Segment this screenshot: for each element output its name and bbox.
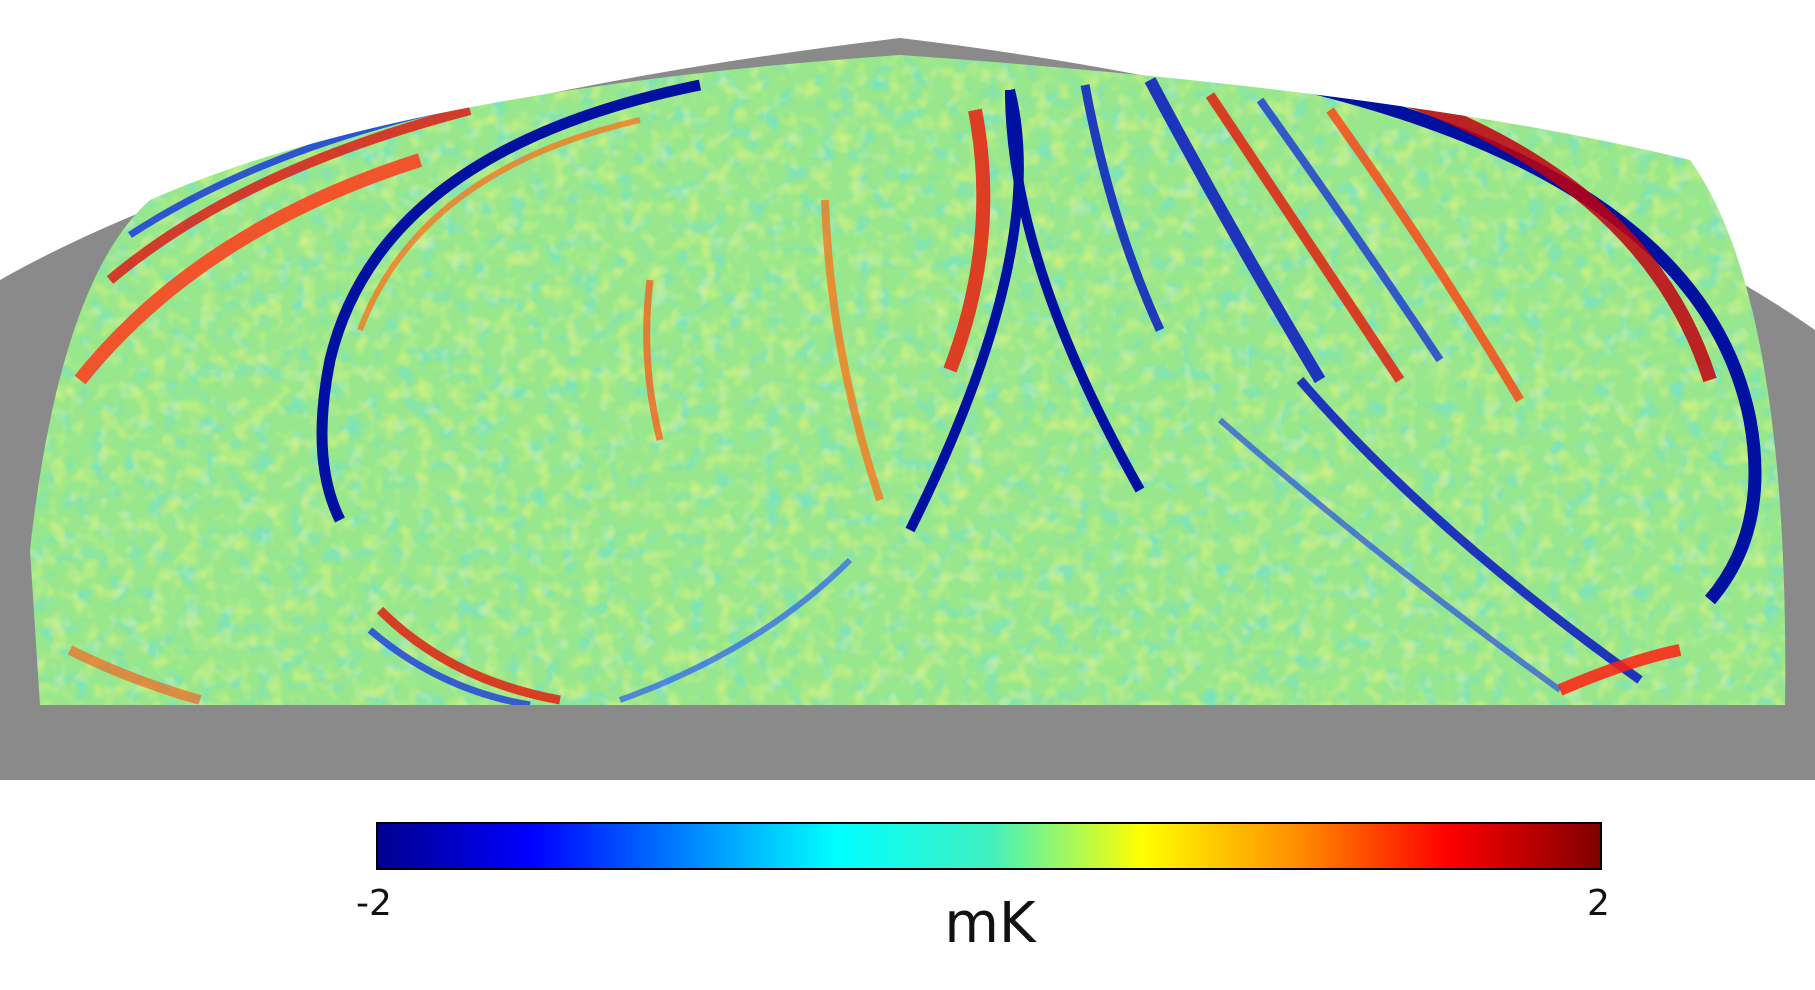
bottom-left-warm-patch bbox=[67, 645, 202, 705]
colorbar-unit-label: mK bbox=[944, 891, 1036, 956]
lower-center-arc bbox=[618, 557, 853, 703]
central-crossing-arc-right bbox=[1005, 89, 1145, 493]
right-stripe-warm-1 bbox=[1205, 92, 1405, 383]
middle-warm-stripe-2 bbox=[821, 199, 884, 502]
central-crossing-arc-left bbox=[905, 88, 1024, 533]
bottom-right-hotspot bbox=[1557, 644, 1682, 696]
lower-left-arc bbox=[376, 606, 561, 705]
left-warm-streak-2 bbox=[106, 105, 472, 284]
colorbar-min-label: -2 bbox=[356, 883, 392, 924]
lower-left-arc-cold bbox=[367, 627, 531, 705]
right-stripe-warm-2 bbox=[1326, 107, 1524, 403]
central-cold-stripe bbox=[1080, 84, 1165, 332]
left-great-circle-ring bbox=[316, 79, 702, 523]
observed-sky bbox=[30, 55, 1786, 705]
right-stripe-cold-3 bbox=[1296, 377, 1643, 684]
colorbar-max-label: 2 bbox=[1587, 883, 1610, 924]
middle-warm-stripe-3 bbox=[943, 108, 991, 373]
left-ring-warm-inner bbox=[357, 117, 641, 332]
colorbar bbox=[376, 822, 1602, 870]
right-stripe-cold-4 bbox=[1218, 417, 1562, 693]
middle-warm-stripe-1 bbox=[643, 279, 664, 441]
far-right-ring bbox=[1258, 68, 1762, 605]
right-stripe-cold-2 bbox=[1256, 97, 1444, 363]
right-stripe-cold-1 bbox=[1144, 77, 1326, 384]
left-warm-streak bbox=[74, 153, 423, 385]
sky-map bbox=[0, 38, 1815, 780]
